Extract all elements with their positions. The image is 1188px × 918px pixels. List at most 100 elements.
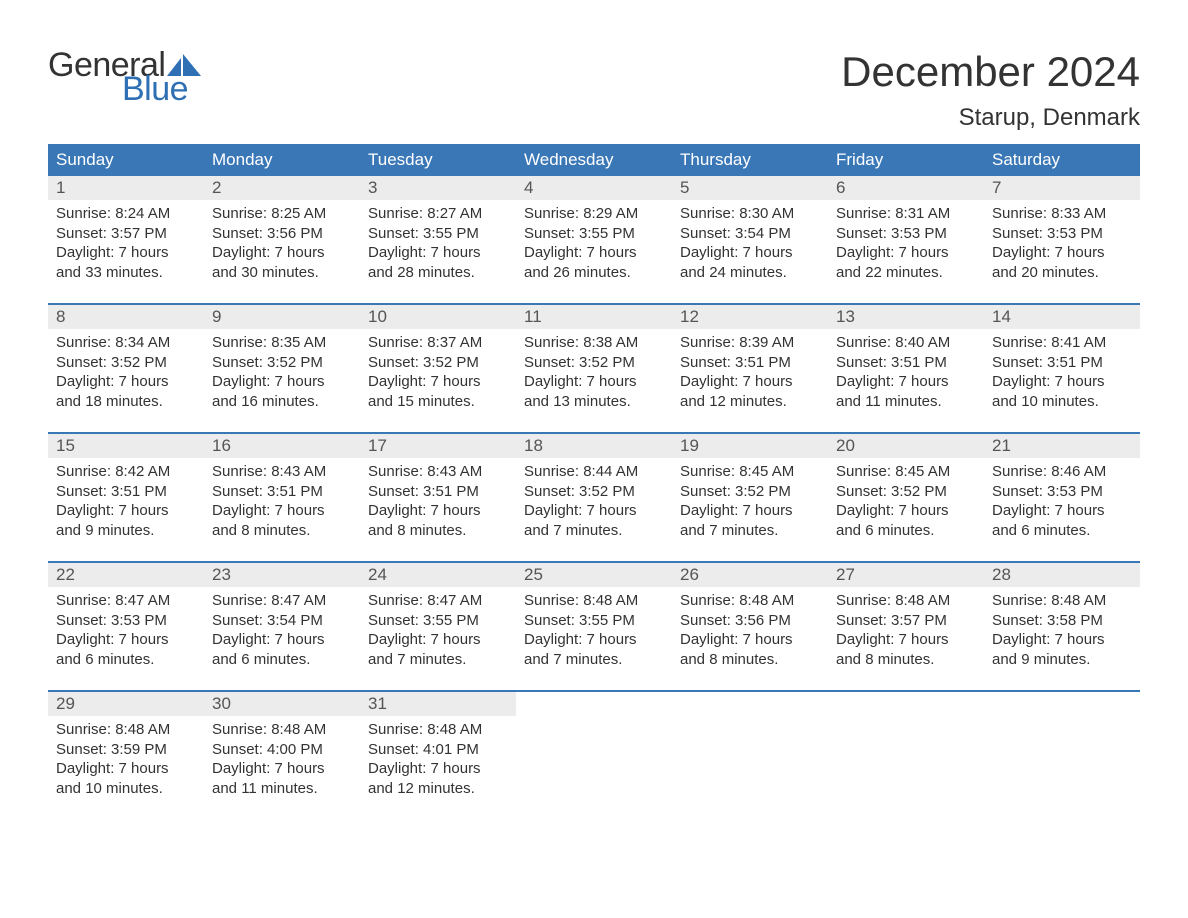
day-cell: Sunrise: 8:40 AMSunset: 3:51 PMDaylight:… xyxy=(828,329,984,425)
sunset-text: Sunset: 3:52 PM xyxy=(368,353,508,373)
day-number: 13 xyxy=(828,304,984,329)
day-cell xyxy=(672,716,828,812)
daylight-text: Daylight: 7 hours xyxy=(56,630,196,650)
sunset-text: Sunset: 3:52 PM xyxy=(524,482,664,502)
day-number xyxy=(516,691,672,716)
daylight-text: Daylight: 7 hours xyxy=(680,372,820,392)
sunrise-text: Sunrise: 8:31 AM xyxy=(836,204,976,224)
sunrise-text: Sunrise: 8:44 AM xyxy=(524,462,664,482)
sunset-text: Sunset: 3:58 PM xyxy=(992,611,1132,631)
day-number: 5 xyxy=(672,176,828,200)
col-wednesday: Wednesday xyxy=(516,144,672,176)
daylight-text: and 7 minutes. xyxy=(368,650,508,670)
daylight-text: and 22 minutes. xyxy=(836,263,976,283)
sunrise-text: Sunrise: 8:29 AM xyxy=(524,204,664,224)
day-cell: Sunrise: 8:45 AMSunset: 3:52 PMDaylight:… xyxy=(828,458,984,554)
sunset-text: Sunset: 3:53 PM xyxy=(836,224,976,244)
day-number: 26 xyxy=(672,562,828,587)
sunrise-text: Sunrise: 8:48 AM xyxy=(368,720,508,740)
col-thursday: Thursday xyxy=(672,144,828,176)
sunset-text: Sunset: 3:55 PM xyxy=(524,611,664,631)
day-cell: Sunrise: 8:27 AMSunset: 3:55 PMDaylight:… xyxy=(360,200,516,296)
sunset-text: Sunset: 3:59 PM xyxy=(56,740,196,760)
daylight-text: and 6 minutes. xyxy=(992,521,1132,541)
sunrise-text: Sunrise: 8:39 AM xyxy=(680,333,820,353)
day-cell: Sunrise: 8:42 AMSunset: 3:51 PMDaylight:… xyxy=(48,458,204,554)
sunset-text: Sunset: 3:55 PM xyxy=(524,224,664,244)
sunset-text: Sunset: 3:54 PM xyxy=(212,611,352,631)
daylight-text: and 26 minutes. xyxy=(524,263,664,283)
day-number: 20 xyxy=(828,433,984,458)
sunrise-text: Sunrise: 8:27 AM xyxy=(368,204,508,224)
col-friday: Friday xyxy=(828,144,984,176)
sunset-text: Sunset: 3:51 PM xyxy=(56,482,196,502)
sunrise-text: Sunrise: 8:38 AM xyxy=(524,333,664,353)
daylight-text: and 18 minutes. xyxy=(56,392,196,412)
calendar-table: Sunday Monday Tuesday Wednesday Thursday… xyxy=(48,144,1140,812)
sunset-text: Sunset: 3:57 PM xyxy=(56,224,196,244)
brand-logo: General Blue xyxy=(48,48,201,106)
day-number: 14 xyxy=(984,304,1140,329)
day-cell: Sunrise: 8:34 AMSunset: 3:52 PMDaylight:… xyxy=(48,329,204,425)
daylight-text: Daylight: 7 hours xyxy=(56,372,196,392)
daylight-text: Daylight: 7 hours xyxy=(836,243,976,263)
daylight-text: Daylight: 7 hours xyxy=(992,630,1132,650)
daylight-text: Daylight: 7 hours xyxy=(56,759,196,779)
sunset-text: Sunset: 3:54 PM xyxy=(680,224,820,244)
day-number: 31 xyxy=(360,691,516,716)
daylight-text: and 10 minutes. xyxy=(992,392,1132,412)
day-number xyxy=(672,691,828,716)
day-number: 7 xyxy=(984,176,1140,200)
daylight-text: and 13 minutes. xyxy=(524,392,664,412)
daylight-text: and 12 minutes. xyxy=(680,392,820,412)
day-number xyxy=(984,691,1140,716)
daylight-text: and 6 minutes. xyxy=(212,650,352,670)
sunrise-text: Sunrise: 8:24 AM xyxy=(56,204,196,224)
sunrise-text: Sunrise: 8:46 AM xyxy=(992,462,1132,482)
sunrise-text: Sunrise: 8:48 AM xyxy=(524,591,664,611)
day-number: 1 xyxy=(48,176,204,200)
daynum-row: 22232425262728 xyxy=(48,562,1140,587)
sunrise-text: Sunrise: 8:47 AM xyxy=(212,591,352,611)
daylight-text: Daylight: 7 hours xyxy=(992,243,1132,263)
daylight-text: Daylight: 7 hours xyxy=(368,243,508,263)
day-cell: Sunrise: 8:47 AMSunset: 3:53 PMDaylight:… xyxy=(48,587,204,683)
sunset-text: Sunset: 3:51 PM xyxy=(992,353,1132,373)
daylight-text: and 28 minutes. xyxy=(368,263,508,283)
day-cell: Sunrise: 8:47 AMSunset: 3:54 PMDaylight:… xyxy=(204,587,360,683)
sunrise-text: Sunrise: 8:40 AM xyxy=(836,333,976,353)
daylight-text: and 33 minutes. xyxy=(56,263,196,283)
daylight-text: Daylight: 7 hours xyxy=(680,501,820,521)
week-separator xyxy=(48,296,1140,304)
sunrise-text: Sunrise: 8:43 AM xyxy=(368,462,508,482)
day-number xyxy=(828,691,984,716)
sunrise-text: Sunrise: 8:48 AM xyxy=(212,720,352,740)
day-number: 6 xyxy=(828,176,984,200)
sunrise-text: Sunrise: 8:48 AM xyxy=(836,591,976,611)
daylight-text: and 24 minutes. xyxy=(680,263,820,283)
sunset-text: Sunset: 3:51 PM xyxy=(212,482,352,502)
daylight-text: Daylight: 7 hours xyxy=(56,501,196,521)
sunset-text: Sunset: 3:53 PM xyxy=(992,224,1132,244)
sunrise-text: Sunrise: 8:25 AM xyxy=(212,204,352,224)
daylight-text: Daylight: 7 hours xyxy=(212,501,352,521)
sunrise-text: Sunrise: 8:45 AM xyxy=(680,462,820,482)
sunset-text: Sunset: 3:56 PM xyxy=(680,611,820,631)
sunrise-text: Sunrise: 8:47 AM xyxy=(368,591,508,611)
daylight-text: Daylight: 7 hours xyxy=(368,630,508,650)
day-number: 21 xyxy=(984,433,1140,458)
daylight-text: and 30 minutes. xyxy=(212,263,352,283)
day-cell: Sunrise: 8:43 AMSunset: 3:51 PMDaylight:… xyxy=(204,458,360,554)
daylight-text: and 7 minutes. xyxy=(680,521,820,541)
day-cell: Sunrise: 8:48 AMSunset: 4:01 PMDaylight:… xyxy=(360,716,516,812)
day-content-row: Sunrise: 8:47 AMSunset: 3:53 PMDaylight:… xyxy=(48,587,1140,683)
day-cell: Sunrise: 8:45 AMSunset: 3:52 PMDaylight:… xyxy=(672,458,828,554)
daylight-text: and 7 minutes. xyxy=(524,521,664,541)
daylight-text: and 8 minutes. xyxy=(368,521,508,541)
daylight-text: and 6 minutes. xyxy=(836,521,976,541)
day-cell: Sunrise: 8:48 AMSunset: 3:57 PMDaylight:… xyxy=(828,587,984,683)
daylight-text: Daylight: 7 hours xyxy=(836,372,976,392)
daylight-text: Daylight: 7 hours xyxy=(992,501,1132,521)
day-cell xyxy=(984,716,1140,812)
day-cell: Sunrise: 8:48 AMSunset: 3:58 PMDaylight:… xyxy=(984,587,1140,683)
